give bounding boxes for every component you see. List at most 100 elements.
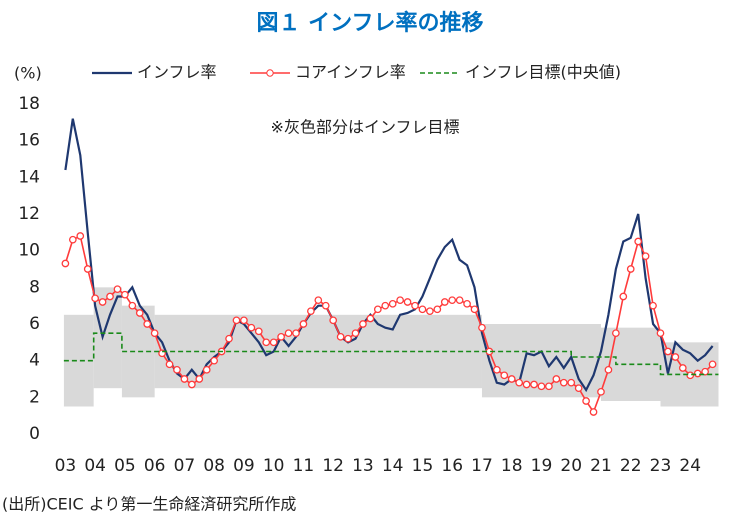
legend-label: コアインフレ率 — [295, 63, 406, 82]
series-marker — [656, 329, 665, 338]
series-marker — [61, 259, 70, 268]
x-tick-label: 19 — [531, 456, 553, 476]
series-marker — [329, 316, 338, 325]
series-marker — [582, 397, 590, 405]
series-line — [63, 332, 719, 376]
series-marker — [128, 301, 137, 310]
series-marker — [143, 320, 152, 328]
series-marker — [522, 380, 531, 389]
series-marker — [247, 323, 256, 332]
x-tick-label: 14 — [382, 456, 404, 476]
x-tick-label: 24 — [679, 456, 701, 476]
series-marker — [359, 320, 367, 328]
y-tick-label: 8 — [29, 277, 40, 297]
series-marker — [210, 356, 219, 365]
series-marker — [381, 301, 390, 310]
series-marker — [277, 332, 285, 341]
x-tick-label: 12 — [322, 456, 344, 476]
annotation: ※灰色部分はインフレ目標 — [271, 118, 460, 137]
series-marker — [701, 367, 709, 376]
series-marker — [440, 298, 449, 306]
x-tick-label: 13 — [352, 456, 374, 476]
target-band — [93, 287, 122, 389]
series-marker — [411, 301, 419, 310]
series-marker — [559, 378, 568, 387]
series-marker — [284, 329, 293, 338]
series-marker — [470, 305, 479, 314]
series-marker — [604, 365, 613, 374]
series-marker — [83, 265, 92, 273]
x-tick-label: 10 — [263, 456, 285, 476]
source-note: (出所)CEIC より第一生命経済研究所作成 — [2, 495, 296, 514]
y-tick-label: 14 — [18, 167, 40, 187]
series-marker — [396, 296, 404, 305]
series-marker — [463, 299, 471, 308]
series-marker — [121, 290, 129, 299]
x-tick-label: 20 — [560, 456, 582, 476]
x-tick-label: 08 — [203, 456, 225, 476]
series-marker — [678, 364, 687, 372]
series-marker — [195, 375, 204, 383]
x-tick-label: 03 — [55, 456, 77, 476]
x-tick-label: 21 — [590, 456, 612, 476]
series-marker — [307, 307, 315, 316]
series-marker — [225, 334, 233, 343]
series-marker — [336, 332, 345, 341]
series-marker — [478, 323, 486, 332]
x-tick-label: 18 — [501, 456, 523, 476]
series-marker — [113, 285, 122, 294]
series-marker — [373, 305, 382, 314]
series-marker — [664, 347, 672, 356]
series-marker — [314, 296, 323, 305]
y-tick-label: 2 — [29, 387, 40, 407]
series-marker — [500, 371, 509, 380]
series-marker — [649, 301, 657, 310]
chart-title: 図１ インフレ率の推移 — [257, 10, 484, 36]
series-marker — [269, 338, 278, 347]
series-marker — [240, 316, 248, 325]
y-unit-label: (%) — [14, 64, 42, 83]
series-marker — [641, 252, 650, 261]
series-marker — [344, 334, 352, 343]
series-marker — [76, 232, 85, 240]
series-marker — [106, 292, 114, 301]
y-tick-label: 18 — [18, 94, 40, 114]
series-marker — [254, 327, 263, 336]
series-marker — [202, 365, 211, 374]
legend-label: インフレ目標(中央値) — [465, 63, 621, 82]
y-tick-label: 6 — [29, 314, 40, 334]
series-marker — [388, 299, 397, 308]
series-marker — [366, 314, 375, 323]
x-tick-label: 22 — [620, 456, 642, 476]
x-tick-label: 16 — [441, 456, 463, 476]
x-tick-label: 11 — [293, 456, 315, 476]
series-marker — [507, 375, 516, 383]
series-marker — [135, 309, 144, 317]
series-marker — [515, 378, 524, 387]
series-marker — [634, 237, 643, 246]
series-marker — [552, 375, 561, 383]
y-tick-label: 16 — [18, 131, 40, 151]
series-marker — [567, 378, 576, 387]
series-marker — [597, 387, 605, 396]
series-marker — [403, 298, 412, 306]
x-tick-label: 09 — [233, 456, 255, 476]
series-marker — [91, 294, 99, 303]
series-marker — [426, 307, 434, 316]
series-marker — [448, 296, 457, 305]
series-marker — [693, 369, 702, 378]
series-marker — [612, 329, 620, 338]
series-marker — [98, 298, 107, 306]
series-marker — [619, 292, 628, 301]
x-tick-label: 05 — [114, 456, 136, 476]
x-tick-label: 15 — [412, 456, 434, 476]
series-marker — [173, 365, 181, 374]
series-marker — [708, 360, 717, 369]
series-marker — [150, 329, 159, 338]
series-marker — [530, 380, 538, 389]
series-marker — [455, 296, 464, 305]
series-marker — [626, 265, 635, 273]
series-marker — [262, 338, 271, 347]
series-marker — [68, 235, 77, 244]
